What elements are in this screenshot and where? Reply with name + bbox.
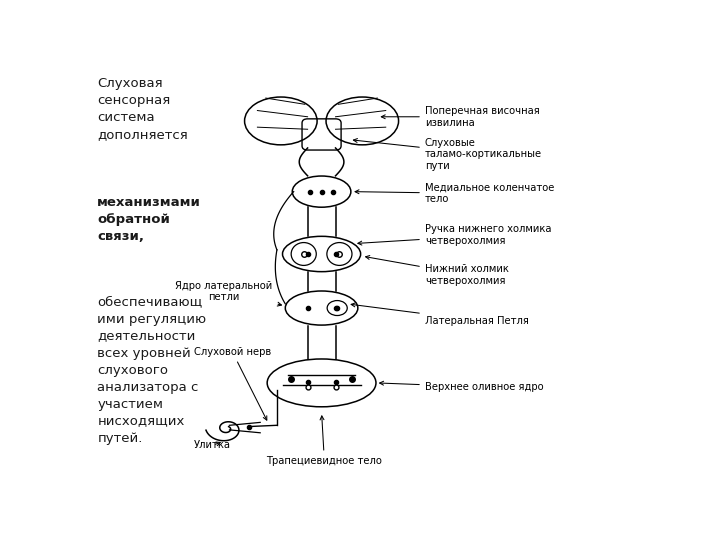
Text: Латеральная Петля: Латеральная Петля xyxy=(351,303,528,326)
Text: Нижний холмик
четверохолмия: Нижний холмик четверохолмия xyxy=(366,255,508,286)
Text: Слуховые
таламо-кортикальные
пути: Слуховые таламо-кортикальные пути xyxy=(354,138,542,171)
Text: Улитка: Улитка xyxy=(194,440,231,450)
Text: Ядро латеральной
петли: Ядро латеральной петли xyxy=(175,281,282,306)
Text: Поперечная височная
извилина: Поперечная височная извилина xyxy=(382,106,539,127)
Text: Слуховой нерв: Слуховой нерв xyxy=(194,347,271,420)
Text: Медиальное коленчатое
тело: Медиальное коленчатое тело xyxy=(355,183,554,205)
Text: Трапециевидное тело: Трапециевидное тело xyxy=(266,416,382,465)
Text: механизмами
обратной
связи,: механизмами обратной связи, xyxy=(97,196,201,243)
Text: Ручка нижнего холмика
четверохолмия: Ручка нижнего холмика четверохолмия xyxy=(358,225,552,246)
Text: обеспечивающ
ими регуляцию
деятельности
всех уровней
слухового
анализатора с
уча: обеспечивающ ими регуляцию деятельности … xyxy=(97,295,207,444)
Text: Верхнее оливное ядро: Верхнее оливное ядро xyxy=(379,381,544,392)
Text: Слуховая
сенсорная
система
дополняется: Слуховая сенсорная система дополняется xyxy=(97,77,188,141)
